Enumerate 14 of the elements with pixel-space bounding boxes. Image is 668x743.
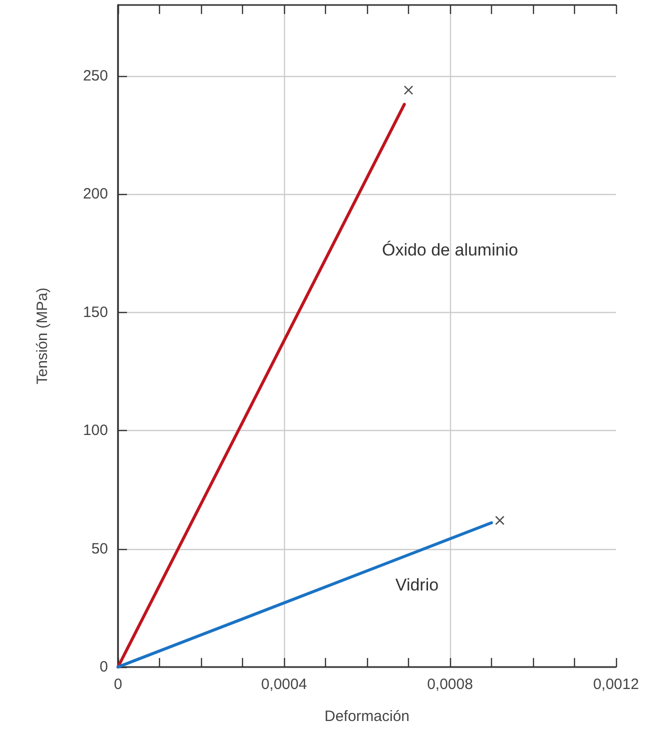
x-tick-label: 0	[114, 676, 122, 693]
x-tick-label: 0,0004	[261, 676, 307, 693]
x-tick-label: 0,0012	[593, 676, 639, 693]
x-tick-label: 0,0008	[427, 676, 473, 693]
y-tick-label: 0	[100, 658, 108, 676]
x-axis-title: Deformación	[324, 708, 410, 725]
y-tick-label: 150	[82, 304, 108, 321]
y-tick-label: 250	[82, 67, 108, 84]
y-tick-label: 100	[82, 422, 108, 440]
y-tick-label: 50	[91, 540, 108, 558]
y-axis-title: Tensión (MPa)	[34, 288, 51, 384]
annotation: Óxido de aluminio	[382, 240, 518, 260]
annotation: Vidrio	[395, 576, 439, 594]
y-tick-label: 200	[82, 186, 108, 203]
